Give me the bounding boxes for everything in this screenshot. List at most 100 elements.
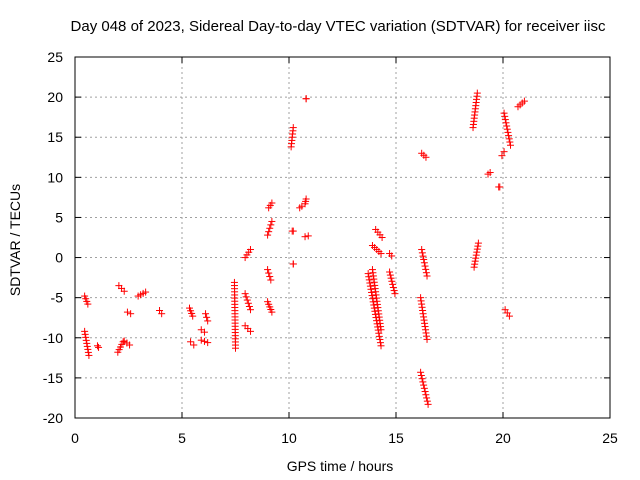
data-point [246,306,254,314]
data-point [204,339,212,347]
data-point [473,248,481,256]
data-point [264,266,272,274]
data-point [93,342,101,350]
data-point [369,295,377,303]
data-point [268,308,276,316]
data-point [82,336,90,344]
data-point [369,298,377,306]
data-point [391,290,399,298]
data-point [423,397,431,405]
data-point [417,371,425,379]
data-point [189,312,197,320]
data-point [81,330,89,338]
data-point [267,276,275,284]
data-point [498,152,506,160]
data-point [289,124,297,132]
data-point [424,400,432,408]
data-point [304,232,312,240]
y-tick-label: -10 [43,330,63,346]
data-point [302,95,310,103]
data-point [119,338,127,346]
x-tick-label: 20 [495,430,511,446]
x-tick-label: 10 [281,430,297,446]
data-point [190,341,198,349]
data-point [500,109,508,117]
x-tick-label: 15 [388,430,404,446]
data-point [241,290,249,298]
data-point [289,260,297,268]
data-point [268,199,276,207]
data-point [243,296,251,304]
data-point [245,302,253,310]
data-point [422,265,430,273]
data-point [376,336,384,344]
data-point [367,285,375,293]
data-point [418,249,426,257]
y-tick-label: 10 [47,169,63,185]
y-tick-label: -5 [51,290,64,306]
data-point [420,384,428,392]
data-point [85,351,93,359]
data-point [200,328,208,336]
data-point [127,310,135,318]
data-point [244,299,252,307]
data-point [376,339,384,347]
data-point [472,254,480,262]
data-point [371,307,379,315]
data-point [264,231,272,239]
data-point [486,169,494,177]
data-point [302,195,310,203]
data-point [503,125,511,133]
data-point [365,273,373,281]
data-point [377,342,385,350]
data-point [473,89,481,97]
data-point [418,375,426,383]
data-point [474,242,482,250]
data-point [420,259,428,267]
data-point [423,394,431,402]
data-point [505,132,513,140]
data-point [389,280,397,288]
data-point [502,119,510,127]
tick-labels: 0 5 10 15 20 25 -20 -15 -10 -5 0 5 10 15 20 25 [43,49,618,446]
data-point [123,308,131,316]
data-point [82,333,90,341]
data-point [267,221,275,229]
data-point [265,269,273,277]
data-point [500,148,508,156]
data-point [387,274,395,282]
data-point [377,250,385,258]
data-point [142,288,150,296]
data-point [388,252,396,260]
data-point [474,239,482,247]
data-point [419,252,427,260]
data-point [266,224,274,232]
data-point [84,300,92,308]
data-point [389,283,397,291]
data-point [506,138,514,146]
data-point [501,112,509,120]
data-point [422,391,430,399]
data-point [365,276,373,284]
data-point [422,153,430,161]
data-point [496,183,504,191]
data-point [368,288,376,296]
y-axis-label: SDTVAR / TECUs [7,184,23,296]
data-point [268,217,276,225]
data-point [289,227,297,235]
data-point [187,338,195,346]
data-point [417,368,425,376]
data-point [246,246,254,254]
data-point [204,317,212,325]
data-point [158,310,166,318]
data-point [202,310,210,318]
data-point [232,344,239,352]
data-point [418,246,426,254]
data-point [470,263,478,271]
x-axis-label: GPS time / hours [287,458,394,474]
data-point [378,234,386,241]
x-tick-label: 25 [602,430,618,446]
data-point [421,262,429,270]
data-point [364,270,372,278]
data-point [242,293,250,301]
